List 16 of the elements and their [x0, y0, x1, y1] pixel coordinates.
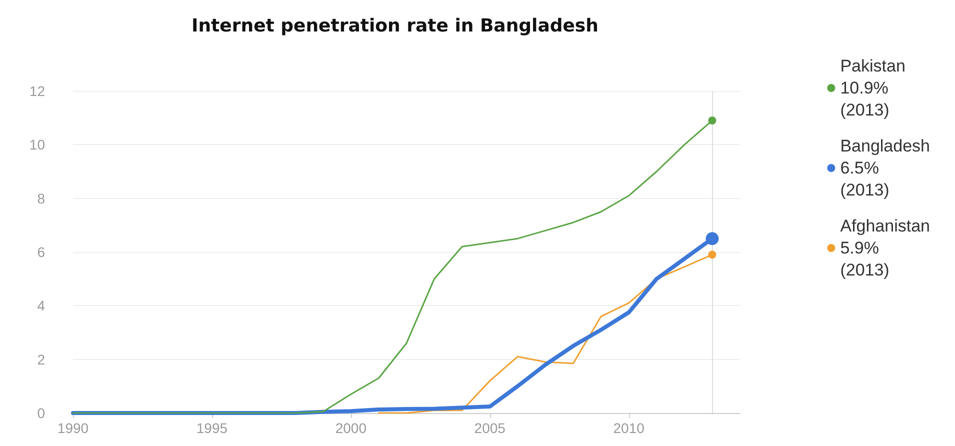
- legend-label: Bangladesh 6.5% (2013): [840, 136, 930, 200]
- y-tick-label: 6: [37, 244, 46, 260]
- y-tick-label: 8: [37, 190, 46, 206]
- x-tick-label: 2005: [474, 420, 506, 436]
- y-tick-label: 10: [29, 136, 46, 153]
- chart-title: Internet penetration rate in Bangladesh: [192, 16, 598, 36]
- x-tick-label: 2000: [335, 420, 367, 436]
- legend-label: Afghanistan 5.9% (2013): [840, 216, 930, 280]
- x-tick-label: 2010: [613, 420, 645, 436]
- x-tick-label: 1990: [57, 420, 89, 436]
- legend-label: Pakistan 10.9% (2013): [840, 56, 906, 120]
- y-tick-label: 2: [37, 351, 46, 368]
- y-tick-label: 0: [37, 405, 46, 421]
- x-tick-label: 1995: [196, 420, 228, 436]
- y-tick-label: 4: [37, 298, 46, 314]
- y-tick-label: 12: [29, 83, 46, 99]
